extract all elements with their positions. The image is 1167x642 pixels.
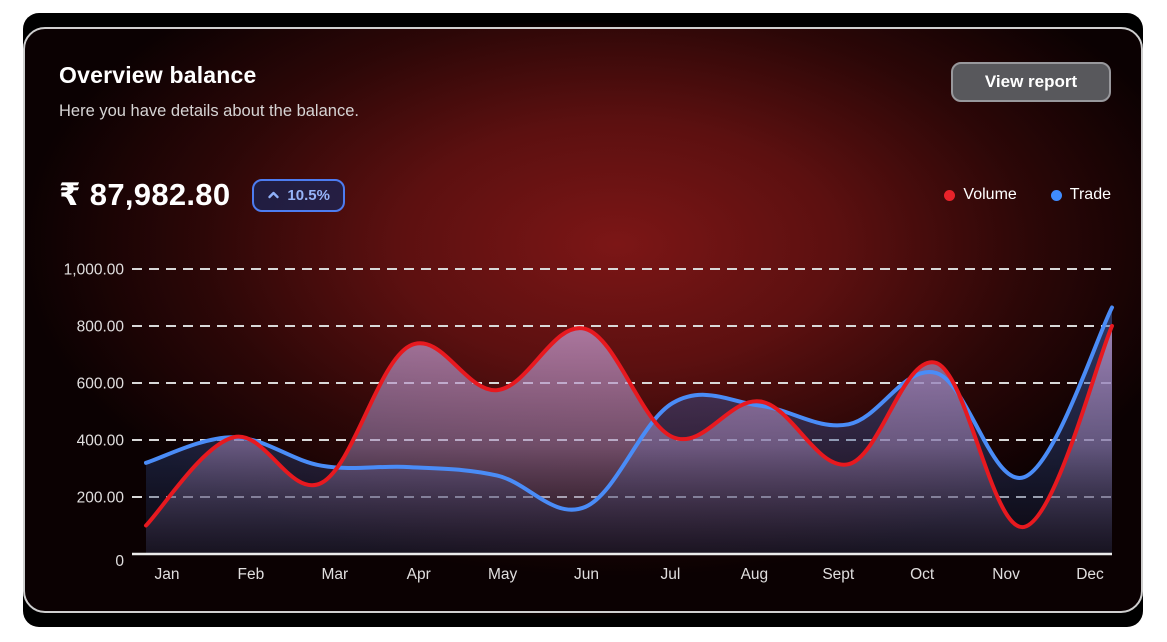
x-axis-tick-label: Jun — [574, 566, 599, 583]
x-axis-tick-label: Feb — [238, 566, 265, 583]
balance-amount: ₹ 87,982.80 — [59, 177, 231, 212]
y-axis-tick-label: 800.00 — [77, 319, 125, 336]
line-volume — [144, 324, 1114, 529]
x-axis-tick-label: Aug — [741, 566, 769, 583]
legend-label-volume: Volume — [963, 186, 1017, 203]
y-axis-tick-label: 200.00 — [77, 490, 125, 507]
balance-group: ₹ 87,982.80 10.5% — [59, 177, 345, 213]
trade-legend-dot-icon — [1050, 189, 1062, 201]
view-report-button[interactable]: View report — [951, 62, 1111, 102]
overview-balance-card: Overview balance Here you have details a… — [23, 27, 1143, 613]
y-axis-tick-label: 0 — [115, 553, 124, 570]
y-axis-tick-label: 400.00 — [77, 433, 125, 450]
legend-item-volume[interactable]: Volume — [944, 186, 1017, 204]
x-axis-tick-label: Oct — [910, 566, 935, 583]
header-text-group: Overview balance Here you have details a… — [59, 62, 359, 121]
x-axis-tick-label: Dec — [1076, 566, 1104, 583]
x-axis-tick-label: Sept — [822, 566, 855, 583]
legend-item-trade[interactable]: Trade — [1050, 186, 1111, 204]
area-volume — [146, 326, 1112, 554]
x-axis-tick-label: Mar — [321, 566, 348, 583]
x-axis-tick-label: Nov — [992, 566, 1020, 583]
x-axis-tick-label: Apr — [407, 566, 431, 583]
x-axis-tick-label: Jan — [155, 566, 180, 583]
card-header: Overview balance Here you have details a… — [59, 62, 1111, 121]
x-axis-tick-label: May — [488, 566, 518, 583]
chart-legend: Volume Trade — [944, 186, 1111, 204]
balance-chart: 0 200.00 400.00 600.00 800.00 1,000.00 Jan Feb M… — [64, 262, 1114, 583]
growth-percent-label: 10.5% — [287, 186, 330, 204]
y-axis-tick-label: 600.00 — [77, 376, 125, 393]
volume-legend-dot-icon — [944, 189, 956, 201]
page-subtitle: Here you have details about the balance. — [59, 102, 359, 120]
stat-row: ₹ 87,982.80 10.5% Volume — [59, 177, 1111, 213]
x-axis-tick-label: Jul — [661, 566, 681, 583]
y-axis-tick-label: 1,000.00 — [64, 262, 125, 279]
page-title: Overview balance — [59, 62, 257, 88]
line-trade — [144, 305, 1114, 512]
chevron-up-icon — [267, 190, 280, 200]
legend-label-trade: Trade — [1069, 186, 1111, 203]
growth-badge: 10.5% — [252, 178, 345, 212]
